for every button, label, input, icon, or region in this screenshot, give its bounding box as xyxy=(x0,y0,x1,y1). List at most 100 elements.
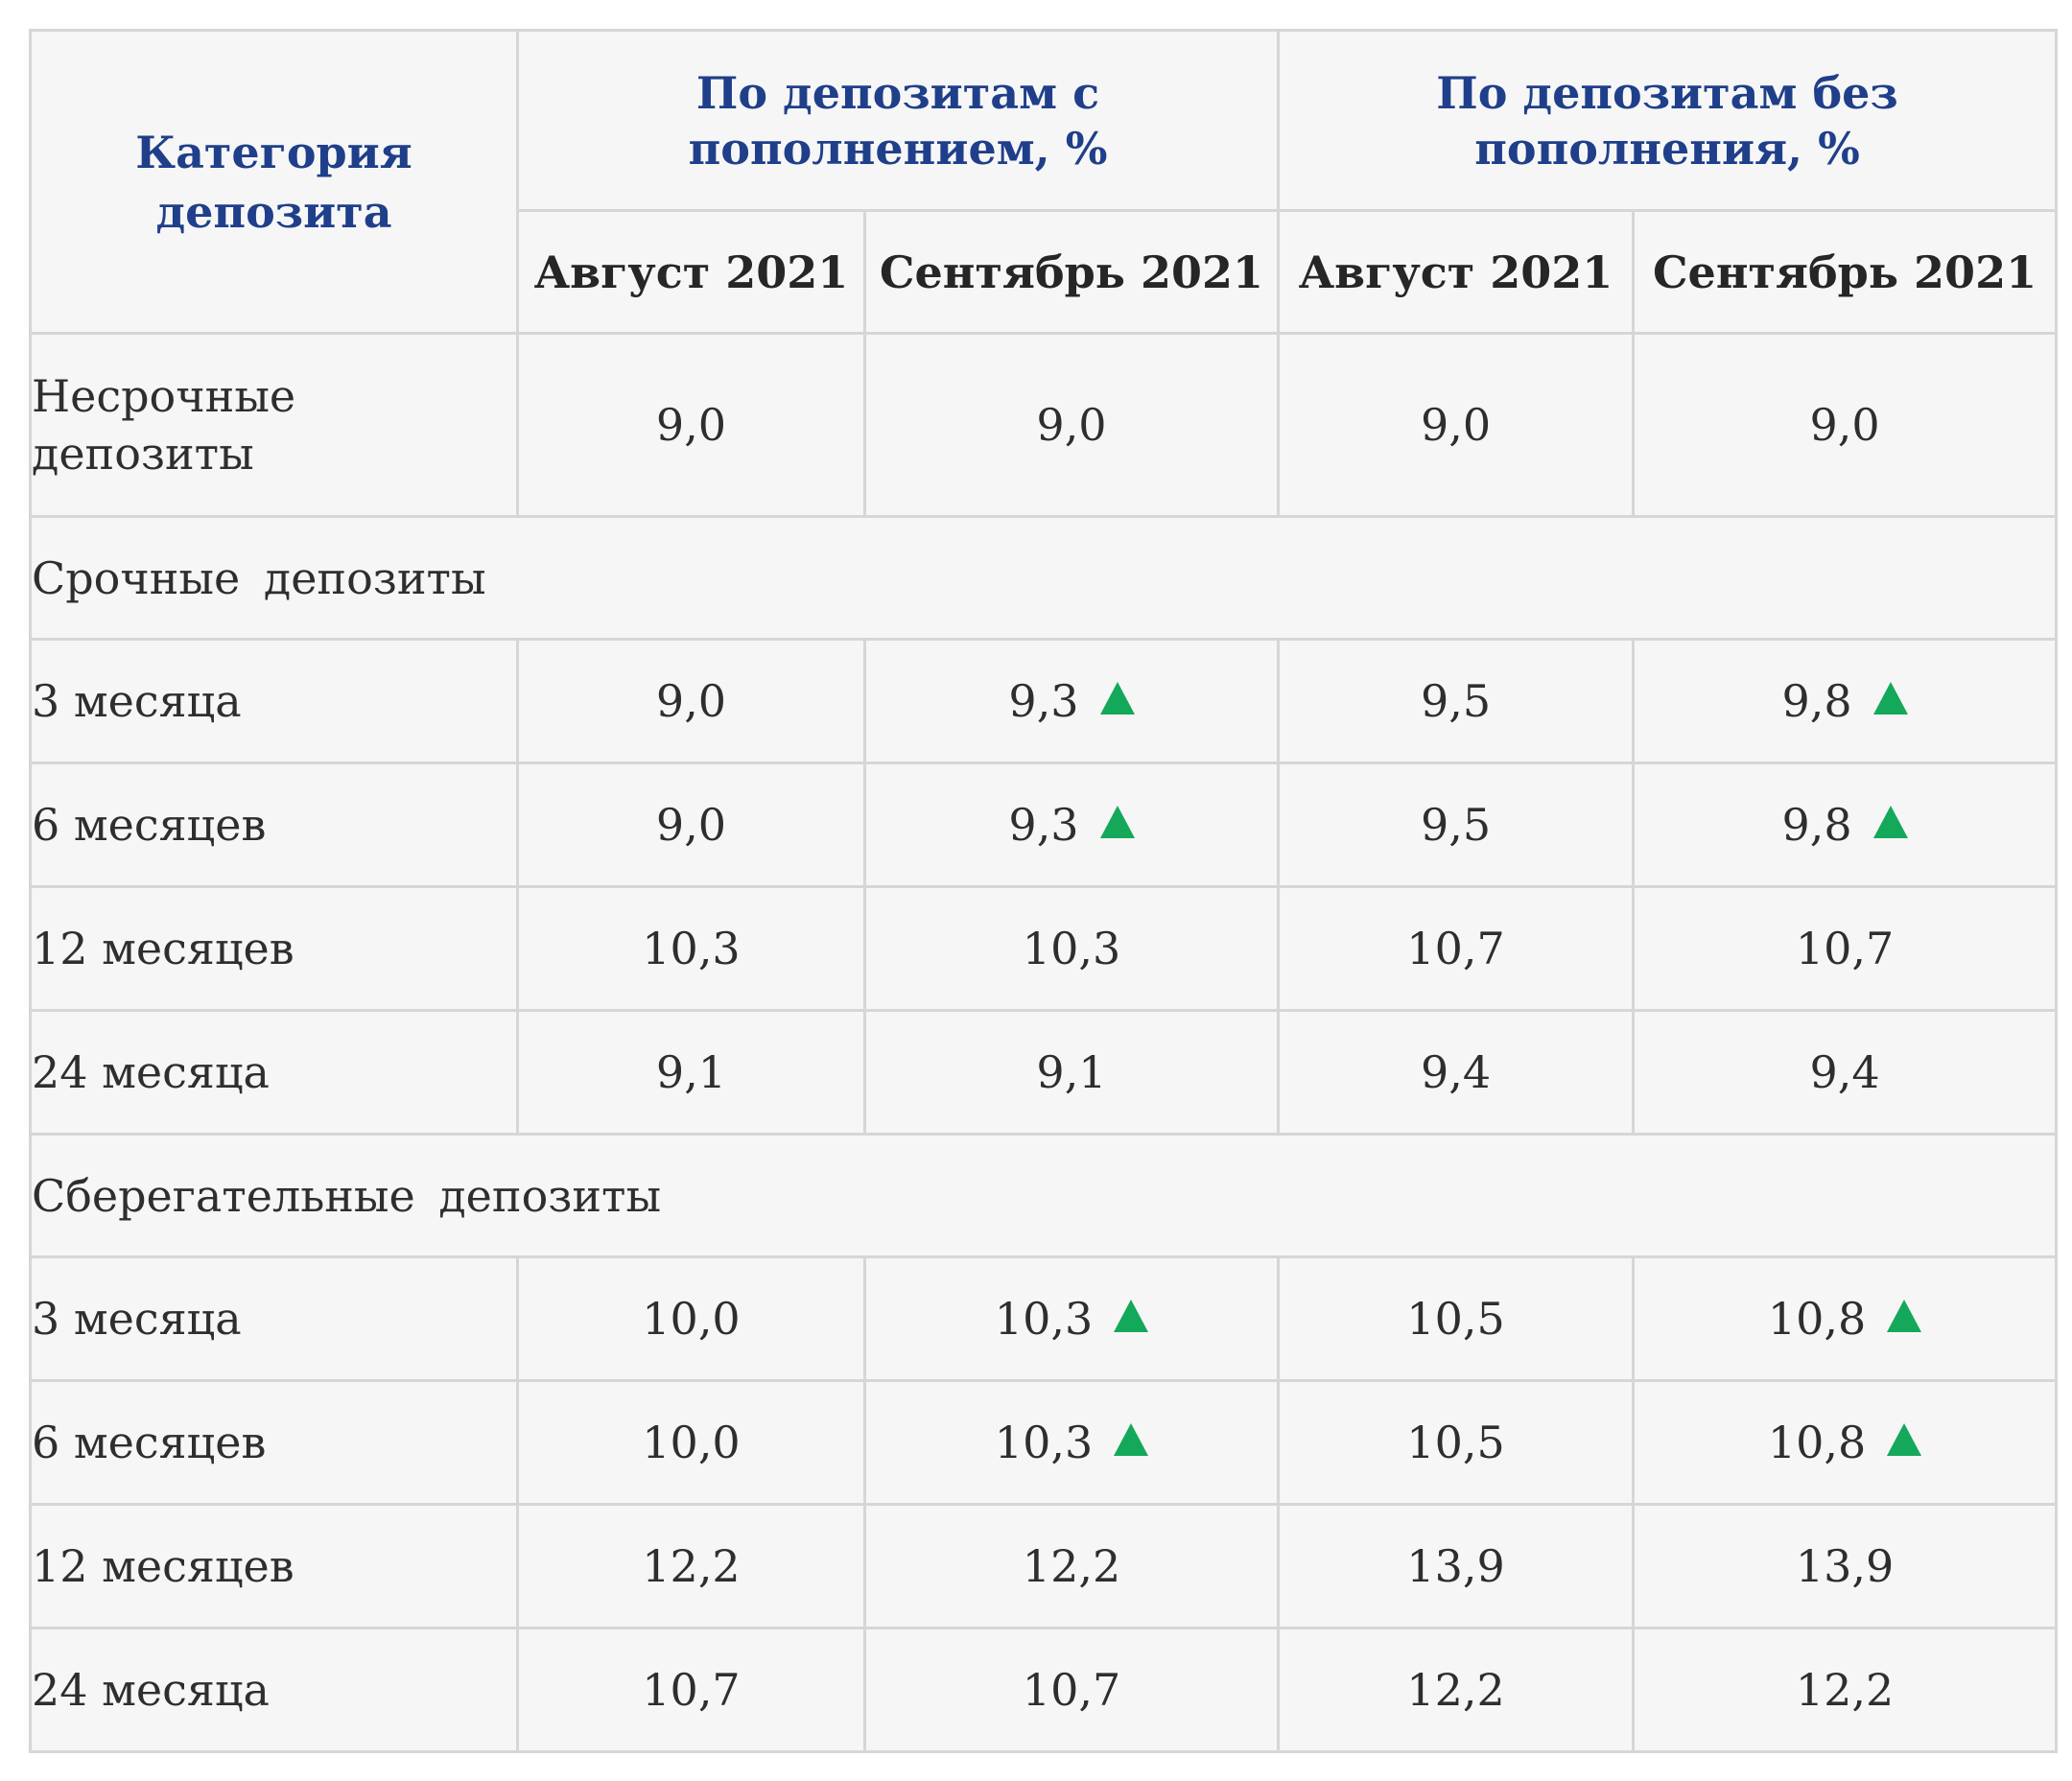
rate-value: 10,8 xyxy=(1767,1417,1867,1468)
rate-value: 10,3 xyxy=(994,1417,1094,1468)
rate-cell: 9,4 xyxy=(1277,1009,1636,1136)
rate-cell: 9,3 xyxy=(862,762,1281,888)
rate-cell: 10,5 xyxy=(1277,1379,1636,1506)
rate-value: 12,2 xyxy=(1022,1540,1121,1592)
rate-value: 10,3 xyxy=(1022,923,1121,974)
row-label: 6 месяцев xyxy=(29,1379,519,1506)
table-row: 12 месяцев 10,3 10,3 10,7 10,7 xyxy=(29,885,2059,1012)
rate-cell: 12,2 xyxy=(516,1503,866,1629)
rate-cell: 9,0 xyxy=(516,762,866,888)
section-row-term: Срочные депозиты xyxy=(28,515,2059,641)
rate-value: 9,8 xyxy=(1781,675,1852,727)
section-label: Сберегательные депозиты xyxy=(28,1133,2059,1258)
rate-value: 10,7 xyxy=(1795,923,1895,974)
rate-value: 10,7 xyxy=(1022,1664,1121,1716)
section-row-savings: Сберегательные депозиты xyxy=(28,1133,2059,1258)
row-label: 6 месяцев xyxy=(29,762,519,888)
up-triangle-icon xyxy=(1114,1423,1149,1456)
up-triangle-icon xyxy=(1887,1423,1922,1456)
rate-value: 9,5 xyxy=(1420,799,1492,851)
rate-value: 10,5 xyxy=(1406,1417,1505,1468)
rate-cell: 9,0 xyxy=(1632,332,2059,518)
rate-cell: 12,2 xyxy=(1632,1627,2059,1753)
rate-value: 13,9 xyxy=(1406,1540,1505,1592)
month-header: Сентябрь 2021 xyxy=(862,209,1281,335)
table-row: 6 месяцев 10,0 10,3 10,5 10,8 xyxy=(29,1379,2059,1506)
rate-value: 9,4 xyxy=(1809,1046,1880,1098)
row-label: 12 месяцев xyxy=(29,1503,519,1629)
up-triangle-icon xyxy=(1099,682,1135,715)
rate-value: 9,4 xyxy=(1420,1046,1492,1098)
rate-cell: 9,3 xyxy=(862,638,1281,764)
rate-cell: 10,8 xyxy=(1632,1255,2059,1382)
rate-cell: 10,5 xyxy=(1277,1255,1636,1382)
up-triangle-icon xyxy=(1887,1300,1922,1332)
rate-value: 9,0 xyxy=(655,799,727,851)
rate-value: 9,1 xyxy=(655,1046,727,1098)
header-row-groups: Категория депозита По депозитам с пополн… xyxy=(29,29,2059,335)
month-header: Август 2021 xyxy=(516,209,866,335)
month-header: Сентябрь 2021 xyxy=(1632,209,2059,335)
rate-cell: 9,0 xyxy=(862,332,1281,518)
rate-cell: 10,7 xyxy=(1632,885,2059,1012)
rate-cell: 10,7 xyxy=(516,1627,866,1753)
rate-value: 9,5 xyxy=(1420,675,1492,727)
table-row: 6 месяцев 9,0 9,3 9,5 9,8 xyxy=(29,762,2059,888)
rate-value: 9,0 xyxy=(1036,399,1107,451)
rate-value: 10,5 xyxy=(1406,1293,1505,1345)
up-triangle-icon xyxy=(1872,806,1908,838)
month-header: Август 2021 xyxy=(1277,209,1636,335)
rate-value: 9,3 xyxy=(1008,675,1079,727)
header-row-months: Август 2021 Сентябрь 2021 Август 2021 Се… xyxy=(31,209,2059,335)
rate-cell: 9,1 xyxy=(862,1009,1281,1136)
rate-cell: 13,9 xyxy=(1277,1503,1636,1629)
rate-value: 12,2 xyxy=(1406,1664,1505,1716)
row-label: 24 месяца xyxy=(29,1627,519,1753)
rate-cell: 10,0 xyxy=(516,1379,866,1506)
deposit-rates-table: Категория депозита По депозитам с пополн… xyxy=(28,29,2059,1753)
rate-cell: 12,2 xyxy=(862,1503,1281,1629)
rate-value: 10,3 xyxy=(642,923,741,974)
rate-value: 9,8 xyxy=(1781,799,1852,851)
category-header: Категория депозита xyxy=(29,29,519,335)
table-row: 24 месяца 9,1 9,1 9,4 9,4 xyxy=(29,1009,2059,1136)
rate-cell: 12,2 xyxy=(1277,1627,1636,1753)
row-label: 3 месяца xyxy=(29,1255,519,1382)
rate-value: 12,2 xyxy=(1795,1664,1895,1716)
rate-cell: 9,8 xyxy=(1632,762,2059,888)
rate-value: 10,7 xyxy=(1406,923,1505,974)
rate-cell: 9,0 xyxy=(516,332,866,518)
rate-cell: 10,7 xyxy=(1277,885,1636,1012)
up-triangle-icon xyxy=(1099,806,1135,838)
rate-value: 9,0 xyxy=(1420,399,1492,451)
rate-cell: 9,0 xyxy=(1277,332,1636,518)
rate-cell: 10,3 xyxy=(862,1379,1281,1506)
rate-value: 10,7 xyxy=(642,1664,741,1716)
rate-cell: 9,8 xyxy=(1632,638,2059,764)
up-triangle-icon xyxy=(1872,682,1908,715)
group-header-without-topup: По депозитам без пополнения, % xyxy=(1277,29,2059,212)
rate-cell: 13,9 xyxy=(1632,1503,2059,1629)
rate-cell: 10,3 xyxy=(862,885,1281,1012)
savings-deposits-body: 3 месяца 10,0 10,3 10,5 10,8 6 месяцев 10,0 10,… xyxy=(29,1255,2059,1753)
rate-value: 13,9 xyxy=(1795,1540,1895,1592)
rate-cell: 9,1 xyxy=(516,1009,866,1136)
rate-cell: 10,3 xyxy=(516,885,866,1012)
rate-value: 9,0 xyxy=(655,399,727,451)
rate-cell: 9,4 xyxy=(1632,1009,2059,1136)
rate-cell: 10,7 xyxy=(862,1627,1281,1753)
rate-cell: 9,0 xyxy=(516,638,866,764)
row-label: 3 месяца xyxy=(29,638,519,764)
term-deposits-body: 3 месяца 9,0 9,3 9,5 9,8 6 месяцев 9,0 9,3 9,5 9,… xyxy=(29,638,2059,1136)
group-header-with-topup: По депозитам с пополнением, % xyxy=(515,29,1281,212)
rate-value: 9,3 xyxy=(1008,799,1079,851)
up-triangle-icon xyxy=(1114,1300,1149,1332)
deposit-rates-table-wrapper: Категория депозита По депозитам с пополн… xyxy=(28,29,2059,1753)
table-row: 12 месяцев 12,2 12,2 13,9 13,9 xyxy=(29,1503,2059,1629)
rate-value: 10,0 xyxy=(642,1417,741,1468)
rate-value: 10,8 xyxy=(1767,1293,1867,1345)
rate-value: 9,0 xyxy=(655,675,727,727)
row-label: 12 месяцев xyxy=(29,885,519,1012)
rate-cell: 10,8 xyxy=(1632,1379,2059,1506)
rate-value: 12,2 xyxy=(642,1540,741,1592)
